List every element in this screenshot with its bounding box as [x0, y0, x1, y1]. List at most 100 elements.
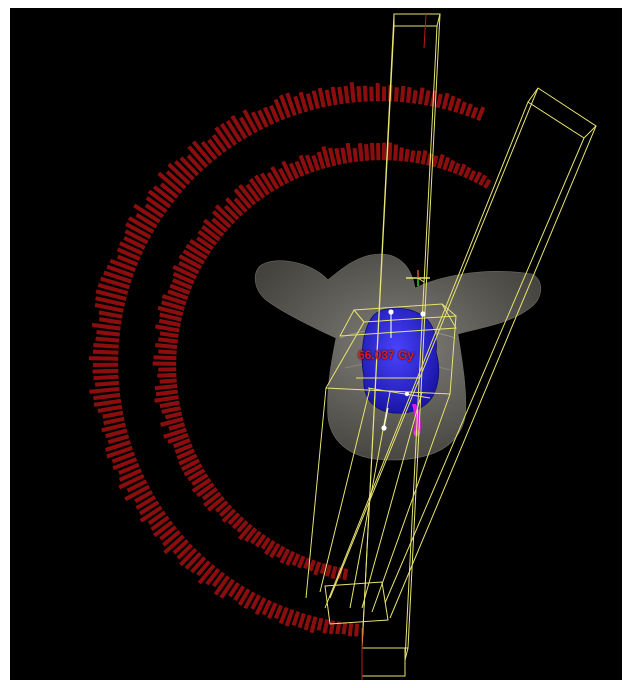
dose-arc-segment: [357, 143, 364, 162]
dose-arc-segment: [159, 331, 179, 338]
dose-arc-segment: [93, 343, 119, 349]
dose-arc-segment: [191, 477, 212, 493]
dose-readout: 66.037 Gy: [358, 348, 415, 362]
dose-arc-segment: [97, 283, 129, 295]
dose-arc-segment: [95, 336, 120, 343]
marker-points: [381, 309, 426, 431]
dose-arc-segment: [305, 154, 315, 173]
dose-arc-segment: [298, 91, 309, 113]
dose-arc-segment: [285, 550, 296, 566]
dose-arc-segment: [291, 553, 301, 566]
dose-arc-segment: [225, 197, 244, 217]
dose-arc-segment: [161, 406, 181, 414]
dose-arc-segment: [313, 561, 322, 576]
dose-arc-segment: [375, 83, 380, 102]
dose-arc-segment: [163, 427, 187, 439]
dose-arc-segment: [211, 217, 228, 233]
dose-arc-segment: [278, 606, 289, 625]
dose-arc-segment: [106, 445, 133, 459]
dose-arc-segment: [284, 609, 295, 627]
dose-arc-segment: [463, 166, 472, 179]
dose-arc-segment: [124, 484, 151, 502]
beam-arc-scene[interactable]: [10, 8, 622, 680]
dose-arc-segment: [214, 126, 232, 150]
dose-arc-segment: [93, 392, 121, 401]
dose-arc-segment: [205, 567, 221, 586]
dose-arc-segment: [330, 566, 338, 579]
dose-arc-segment: [447, 95, 456, 112]
dose-arc-segment: [426, 153, 433, 166]
dose-arc-segment: [239, 116, 253, 137]
dose-arc-segment: [221, 508, 237, 523]
dose-arc-segment: [334, 147, 342, 165]
dose-arc-segment: [96, 330, 120, 337]
dose-arc-segment: [191, 140, 213, 165]
3d-dose-viewport[interactable]: 66.037 Gy: [10, 8, 622, 680]
dose-arc-segment: [269, 104, 280, 123]
dose-arc-segment: [305, 93, 315, 111]
dose-arc-segment: [174, 160, 195, 181]
dose-arc-segment: [303, 557, 311, 569]
dose-arc-segment: [447, 159, 456, 173]
dose-arc-segment: [158, 337, 178, 344]
dose-arc-segment: [227, 512, 241, 526]
dose-arc-segment: [342, 568, 349, 581]
dose-arc-segment: [201, 225, 221, 242]
dose-arc-segment: [230, 115, 248, 140]
dose-arc-segment: [418, 87, 425, 105]
dose-arc-segment: [453, 97, 462, 113]
dose-arc-segment: [187, 468, 206, 482]
dose-arc-segment: [214, 204, 236, 225]
dose-arc-segment: [257, 109, 269, 128]
dose-arc-segment: [179, 156, 200, 177]
dose-arc-segment: [311, 154, 321, 171]
dose-arc-segment: [159, 312, 182, 322]
dose-arc-segment: [345, 142, 353, 163]
dose-arc-segment: [337, 86, 344, 105]
dose-arc-segment: [279, 94, 291, 119]
dose-arc-segment: [153, 355, 177, 361]
dose-arc-segment: [172, 265, 197, 280]
dose-arc-segment: [172, 271, 195, 285]
dose-arc-segment: [376, 143, 381, 161]
dose-arc-segment: [464, 103, 473, 117]
dose-arc-segment: [107, 434, 130, 445]
dose-arc-segment: [242, 109, 258, 134]
dose-arc-segment: [254, 597, 267, 616]
dose-arc-segment: [459, 101, 467, 115]
dose-arc-segment: [269, 543, 281, 559]
dose-arc-segment: [330, 86, 338, 106]
dose-arc-segment: [157, 171, 183, 195]
dose-arc-segment: [93, 374, 119, 381]
dose-arc-segment: [298, 154, 310, 175]
dose-arc-segment: [92, 349, 119, 355]
dose-arc-segment: [158, 367, 177, 372]
dose-arc-segment: [159, 378, 177, 384]
dose-arc-segment: [316, 617, 324, 631]
dose-arc-segment: [167, 289, 189, 301]
dose-arc-segment: [309, 616, 318, 634]
dose-arc-segment: [266, 172, 280, 190]
dose-arc-segment: [468, 170, 477, 181]
dose-arc-segment: [196, 560, 211, 577]
dose-arc-segment: [458, 163, 467, 177]
inner-dose-arc: [152, 142, 492, 581]
dose-arc-segment: [473, 171, 483, 184]
dose-arc-segment: [237, 588, 251, 606]
dose-arc-segment: [356, 86, 362, 103]
crosshair-icon[interactable]: [406, 270, 430, 286]
outer-dose-arc: [88, 82, 486, 637]
dose-arc-segment: [139, 505, 163, 523]
dose-arc-segment: [211, 134, 228, 153]
dose-arc-segment: [400, 85, 406, 103]
dose-arc-segment: [294, 160, 305, 177]
dose-arc-segment: [197, 564, 216, 585]
dose-arc-segment: [173, 438, 191, 449]
dose-arc-segment: [325, 564, 332, 577]
dose-arc-segment: [186, 154, 204, 173]
dose-arc-segment: [303, 614, 312, 631]
dose-arc-segment: [424, 90, 431, 106]
dose-arc-segment: [431, 155, 439, 168]
dose-arc-segment: [153, 520, 174, 538]
dose-arc-segment: [178, 453, 198, 466]
